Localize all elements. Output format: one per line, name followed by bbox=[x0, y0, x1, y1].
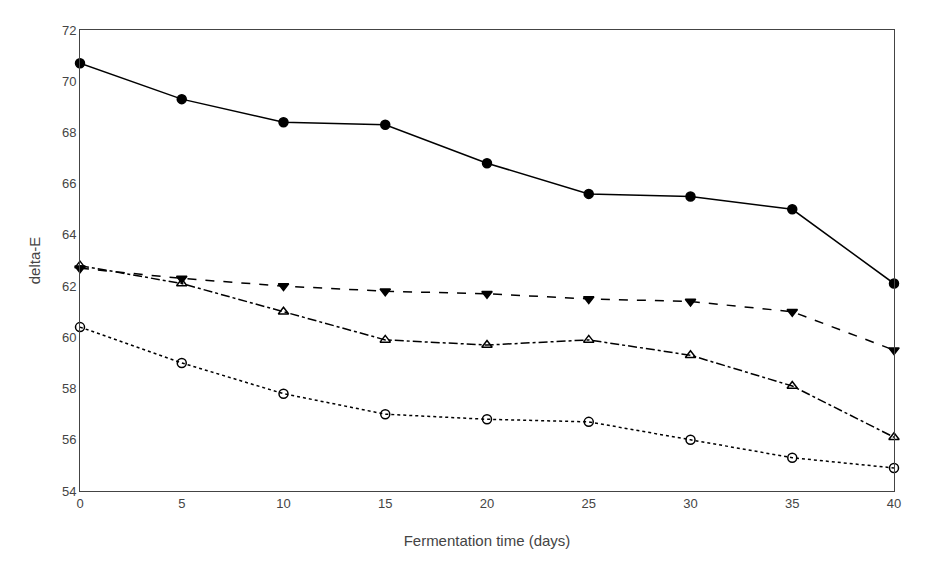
svg-text:20: 20 bbox=[480, 496, 494, 511]
svg-text:64: 64 bbox=[62, 227, 76, 242]
svg-text:58: 58 bbox=[62, 381, 76, 396]
svg-text:15: 15 bbox=[378, 496, 392, 511]
svg-text:5: 5 bbox=[178, 496, 185, 511]
svg-text:25: 25 bbox=[582, 496, 596, 511]
svg-text:delta-E: delta-E bbox=[26, 237, 43, 285]
svg-text:40: 40 bbox=[887, 496, 901, 511]
svg-text:68: 68 bbox=[62, 125, 76, 140]
svg-text:35: 35 bbox=[785, 496, 799, 511]
svg-text:70: 70 bbox=[62, 74, 76, 89]
svg-text:0: 0 bbox=[76, 496, 83, 511]
svg-text:72: 72 bbox=[62, 23, 76, 38]
svg-text:62: 62 bbox=[62, 279, 76, 294]
svg-text:56: 56 bbox=[62, 432, 76, 447]
svg-text:54: 54 bbox=[62, 484, 76, 499]
svg-text:10: 10 bbox=[276, 496, 290, 511]
svg-text:66: 66 bbox=[62, 176, 76, 191]
svg-text:Fermentation time (days): Fermentation time (days) bbox=[404, 532, 571, 549]
svg-text:30: 30 bbox=[683, 496, 697, 511]
svg-text:60: 60 bbox=[62, 330, 76, 345]
